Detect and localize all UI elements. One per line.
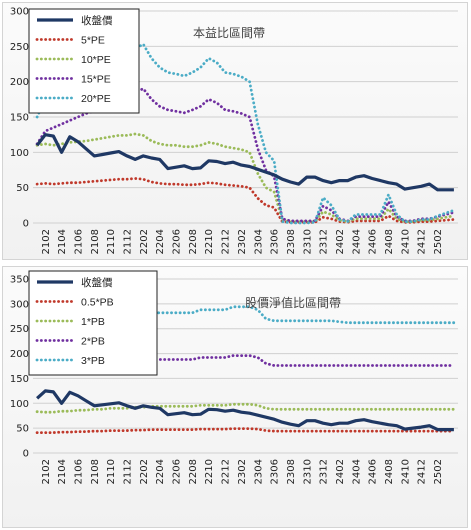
x-tick-label: 2312 bbox=[319, 229, 330, 254]
legend-label: 10*PE bbox=[81, 54, 111, 66]
x-tick-label: 2210 bbox=[204, 229, 215, 254]
y-tick-label: 250 bbox=[10, 42, 29, 53]
x-tick-label: 2110 bbox=[106, 459, 117, 484]
x-tick-label: 2112 bbox=[122, 459, 133, 484]
legend-label: 0.5*PB bbox=[81, 297, 114, 309]
x-axis: 2102 2104 2106 2108 2110 2112 2202 2204 2206 2208… bbox=[41, 229, 444, 254]
series-lines bbox=[35, 305, 456, 435]
legend: 收盤價 0.5*PB 1*PB 2*PB 3*PB bbox=[28, 270, 158, 376]
y-tick-label: 150 bbox=[10, 113, 29, 124]
x-tick-label: 2208 bbox=[188, 459, 199, 484]
x-axis: 2102 2104 2106 2108 2110 2112 2202 2204 2206 2208… bbox=[41, 459, 444, 484]
x-tick-label: 2502 bbox=[433, 459, 444, 484]
y-tick-label: 50 bbox=[16, 183, 29, 194]
x-tick-label: 2410 bbox=[400, 229, 411, 254]
series-line-2 bbox=[35, 132, 456, 224]
x-tick-label: 2302 bbox=[237, 459, 248, 484]
y-tick-label: 250 bbox=[10, 324, 29, 335]
y-tick-label: 0 bbox=[23, 449, 29, 460]
y-tick-label: 300 bbox=[10, 299, 29, 310]
x-tick-label: 2208 bbox=[188, 229, 199, 254]
x-tick-label: 2402 bbox=[335, 229, 346, 254]
series-line-0 bbox=[36, 389, 454, 432]
x-tick-label: 2402 bbox=[335, 459, 346, 484]
y-tick-label: 350 bbox=[10, 275, 29, 286]
x-tick-label: 2106 bbox=[73, 229, 84, 254]
x-tick-label: 2310 bbox=[302, 229, 313, 254]
x-tick-label: 2404 bbox=[351, 229, 362, 254]
x-tick-label: 2108 bbox=[90, 229, 101, 254]
x-tick-label: 2404 bbox=[351, 459, 362, 484]
y-axis: 0 50 100 150 200 250 300 350 bbox=[10, 275, 29, 460]
x-tick-label: 2212 bbox=[221, 229, 232, 254]
x-tick-label: 2108 bbox=[90, 459, 101, 484]
legend-box bbox=[28, 270, 158, 376]
x-tick-label: 2106 bbox=[73, 459, 84, 484]
x-tick-label: 2206 bbox=[172, 459, 183, 484]
legend-label: 15*PE bbox=[81, 74, 111, 86]
y-tick-label: 100 bbox=[10, 399, 29, 410]
chart-title: 股價淨值比區間帶 bbox=[245, 295, 341, 310]
legend-label: 2*PB bbox=[81, 336, 105, 348]
x-tick-label: 2410 bbox=[400, 459, 411, 484]
x-tick-label: 2104 bbox=[57, 459, 68, 484]
x-tick-label: 2312 bbox=[319, 459, 330, 484]
legend-label: 20*PE bbox=[81, 93, 111, 105]
x-tick-label: 2102 bbox=[41, 229, 52, 254]
x-tick-label: 2304 bbox=[253, 459, 264, 484]
series-line-0 bbox=[35, 133, 454, 192]
y-tick-label: 200 bbox=[10, 349, 29, 360]
y-tick-label: 200 bbox=[10, 77, 29, 88]
legend-label: 1*PB bbox=[81, 316, 105, 328]
x-tick-label: 2210 bbox=[204, 459, 215, 484]
y-tick-label: 150 bbox=[10, 374, 29, 385]
x-tick-label: 2306 bbox=[270, 229, 281, 254]
y-tick-label: 0 bbox=[23, 219, 29, 230]
x-tick-label: 2406 bbox=[368, 459, 379, 484]
series-line-4 bbox=[35, 305, 456, 333]
series-line-2 bbox=[35, 402, 456, 414]
x-tick-label: 2308 bbox=[286, 459, 297, 484]
y-axis: 0 50 100 150 200 250 300 bbox=[10, 7, 29, 230]
pb-band-chart: 0 50 100 150 200 250 300 350 2102 2104 2106 2108 211… bbox=[10, 270, 458, 484]
y-tick-label: 50 bbox=[16, 424, 29, 435]
legend-label: 收盤價 bbox=[81, 14, 113, 27]
x-tick-label: 2206 bbox=[172, 229, 183, 254]
y-tick-label: 100 bbox=[10, 148, 29, 159]
x-tick-label: 2308 bbox=[286, 229, 297, 254]
legend-box bbox=[28, 8, 140, 114]
x-tick-label: 2212 bbox=[221, 459, 232, 484]
x-tick-label: 2204 bbox=[155, 229, 166, 254]
legend: 收盤價 5*PE 10*PE 15*PE 20*PE bbox=[28, 8, 140, 114]
x-tick-label: 2412 bbox=[417, 459, 428, 484]
pb-band-chart-panel: 0 50 100 150 200 250 300 350 2102 2104 2106 2108 211… bbox=[2, 266, 468, 528]
legend-label: 收盤價 bbox=[81, 276, 113, 289]
x-tick-label: 2502 bbox=[433, 229, 444, 254]
x-tick-label: 2408 bbox=[384, 459, 395, 484]
x-tick-label: 2406 bbox=[368, 229, 379, 254]
series-line-3 bbox=[35, 354, 456, 373]
x-tick-label: 2202 bbox=[139, 459, 150, 484]
legend-label: 5*PE bbox=[81, 35, 105, 47]
x-tick-label: 2412 bbox=[417, 229, 428, 254]
series-line-1 bbox=[35, 177, 456, 224]
x-tick-label: 2304 bbox=[253, 229, 264, 254]
x-tick-label: 2310 bbox=[302, 459, 313, 484]
x-tick-label: 2202 bbox=[139, 229, 150, 254]
x-tick-label: 2302 bbox=[237, 229, 248, 254]
pe-band-chart-panel: 0 50 100 150 200 250 300 2102 2104 2106 2108 2110 21… bbox=[2, 2, 468, 260]
y-tick-label: 300 bbox=[10, 7, 29, 18]
x-tick-label: 2306 bbox=[270, 459, 281, 484]
x-tick-label: 2112 bbox=[122, 229, 133, 254]
x-tick-label: 2102 bbox=[41, 459, 52, 484]
x-tick-label: 2104 bbox=[57, 229, 68, 254]
x-tick-label: 2110 bbox=[106, 229, 117, 254]
x-tick-label: 2408 bbox=[384, 229, 395, 254]
legend-label: 3*PB bbox=[81, 355, 105, 367]
x-tick-label: 2204 bbox=[155, 459, 166, 484]
chart-title: 本益比區間帶 bbox=[193, 26, 265, 40]
series-line-1 bbox=[35, 427, 456, 435]
